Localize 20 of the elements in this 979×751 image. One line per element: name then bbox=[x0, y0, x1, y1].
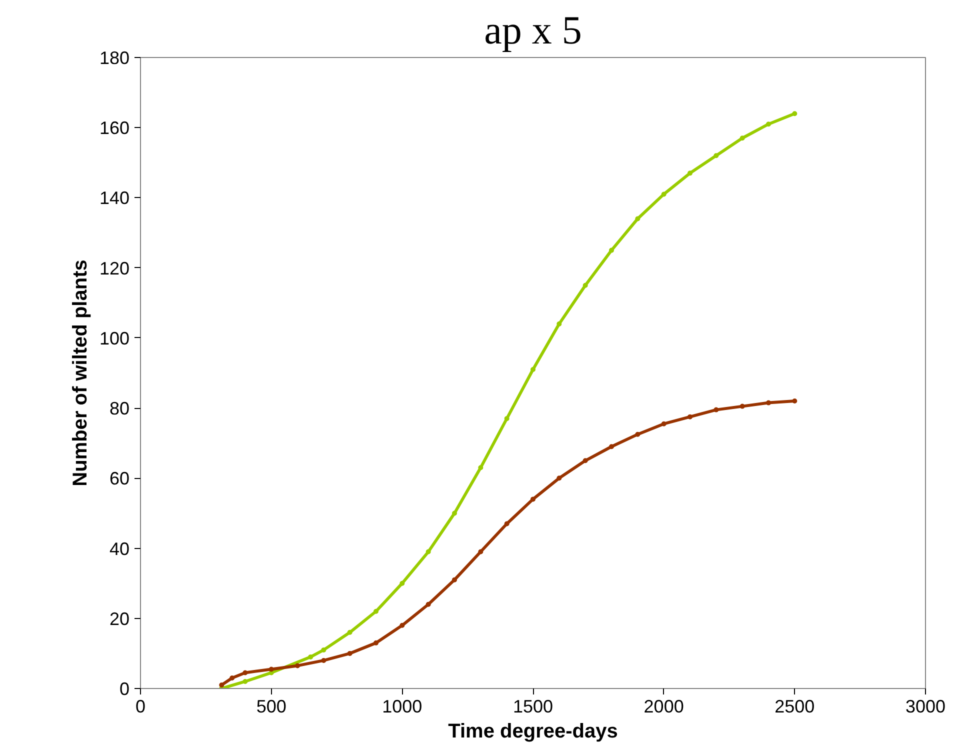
chart-title: ap x 5 bbox=[484, 8, 582, 52]
y-tick-label: 140 bbox=[99, 188, 130, 208]
y-tick-label: 100 bbox=[99, 328, 130, 348]
x-tick-label: 3000 bbox=[905, 696, 946, 716]
y-tick-label: 160 bbox=[99, 118, 130, 138]
y-tick-label: 80 bbox=[109, 398, 130, 419]
y-tick-label: 120 bbox=[99, 258, 130, 278]
x-tick-label: 1500 bbox=[512, 696, 554, 716]
y-axis-title: Number of wilted plants bbox=[69, 260, 92, 486]
x-tick-label: 1000 bbox=[382, 696, 422, 716]
y-tick-label: 40 bbox=[109, 538, 130, 559]
x-tick-label: 0 bbox=[135, 696, 146, 716]
x-tick-label: 2000 bbox=[644, 696, 684, 716]
y-tick-label: 20 bbox=[109, 608, 130, 629]
x-axis-title: Time degree-days bbox=[448, 720, 618, 742]
y-tick-label: 0 bbox=[119, 679, 130, 699]
y-tick-label: 60 bbox=[109, 468, 130, 489]
y-tick-label: 180 bbox=[99, 48, 130, 68]
x-tick-label: 500 bbox=[256, 696, 286, 716]
x-tick-label: 2500 bbox=[774, 696, 815, 716]
